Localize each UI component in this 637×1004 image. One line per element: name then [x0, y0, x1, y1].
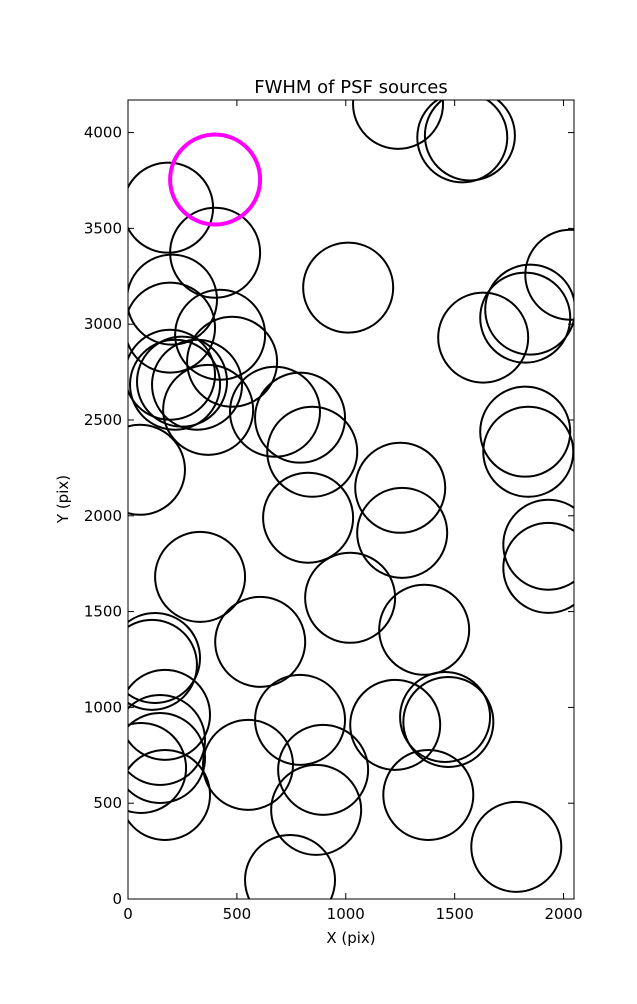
y-tick-label: 2500	[84, 411, 122, 429]
source-circle	[399, 670, 492, 763]
y-tick-label: 500	[93, 794, 122, 812]
source-circle	[302, 241, 395, 334]
source-circle	[128, 711, 206, 804]
plot-area	[128, 100, 574, 899]
y-tick-label: 3000	[84, 315, 122, 333]
y-tick-label: 0	[112, 890, 122, 908]
y-tick-label: 1500	[84, 603, 122, 621]
source-circle	[162, 363, 255, 456]
x-tick-label: 1000	[327, 905, 365, 923]
source-circle	[416, 100, 509, 184]
y-axis-label: Y (pix)	[54, 475, 72, 524]
source-circle	[479, 271, 572, 364]
source-circle	[128, 253, 218, 346]
source-circle	[470, 800, 563, 893]
source-circle	[354, 441, 447, 534]
source-circle	[304, 551, 397, 644]
source-circle	[349, 678, 442, 771]
x-tick-label: 500	[223, 905, 252, 923]
source-circle	[266, 405, 359, 498]
source-circle	[254, 673, 347, 766]
y-tick-label: 3500	[84, 219, 122, 237]
y-tick-label: 2000	[84, 507, 122, 525]
source-circle	[151, 338, 244, 431]
x-tick-label: 2000	[544, 905, 582, 923]
source-circle	[154, 530, 247, 623]
source-circle	[128, 618, 198, 711]
source-circle	[423, 100, 516, 182]
source-circle	[128, 423, 186, 516]
source-circle	[128, 281, 217, 374]
source-circle	[482, 405, 574, 498]
source-circle	[129, 338, 222, 431]
source-circle	[437, 291, 530, 384]
source-circle	[356, 486, 449, 579]
x-axis-label: X (pix)	[326, 929, 375, 947]
source-circle	[128, 748, 212, 841]
source-circle	[352, 100, 445, 150]
source-circle	[378, 583, 471, 676]
source-circle	[214, 595, 307, 688]
x-tick-label: 0	[123, 905, 133, 923]
plot-frame	[127, 99, 575, 900]
source-circle	[502, 498, 574, 591]
source-circle	[502, 521, 574, 614]
source-circle	[254, 371, 347, 464]
source-circle	[244, 834, 337, 899]
chart-title: FWHM of PSF sources	[254, 77, 448, 98]
source-circle	[201, 718, 294, 811]
source-circle	[128, 611, 201, 704]
source-circle	[484, 263, 574, 356]
source-circle	[382, 748, 475, 841]
source-circle	[128, 161, 215, 254]
source-circle	[128, 693, 206, 786]
source-circle	[186, 315, 279, 408]
source-circle	[270, 763, 363, 856]
source-circle	[128, 668, 212, 761]
source-circle	[168, 132, 263, 227]
y-tick-label: 4000	[84, 124, 122, 142]
source-circle	[402, 675, 495, 768]
source-circle	[169, 206, 262, 299]
x-tick-label: 1500	[436, 905, 474, 923]
source-circle	[277, 723, 370, 816]
y-tick-label: 1000	[84, 698, 122, 716]
source-circle	[479, 385, 572, 478]
source-circle	[228, 365, 321, 458]
source-circle	[262, 471, 355, 564]
source-circle	[128, 721, 188, 814]
